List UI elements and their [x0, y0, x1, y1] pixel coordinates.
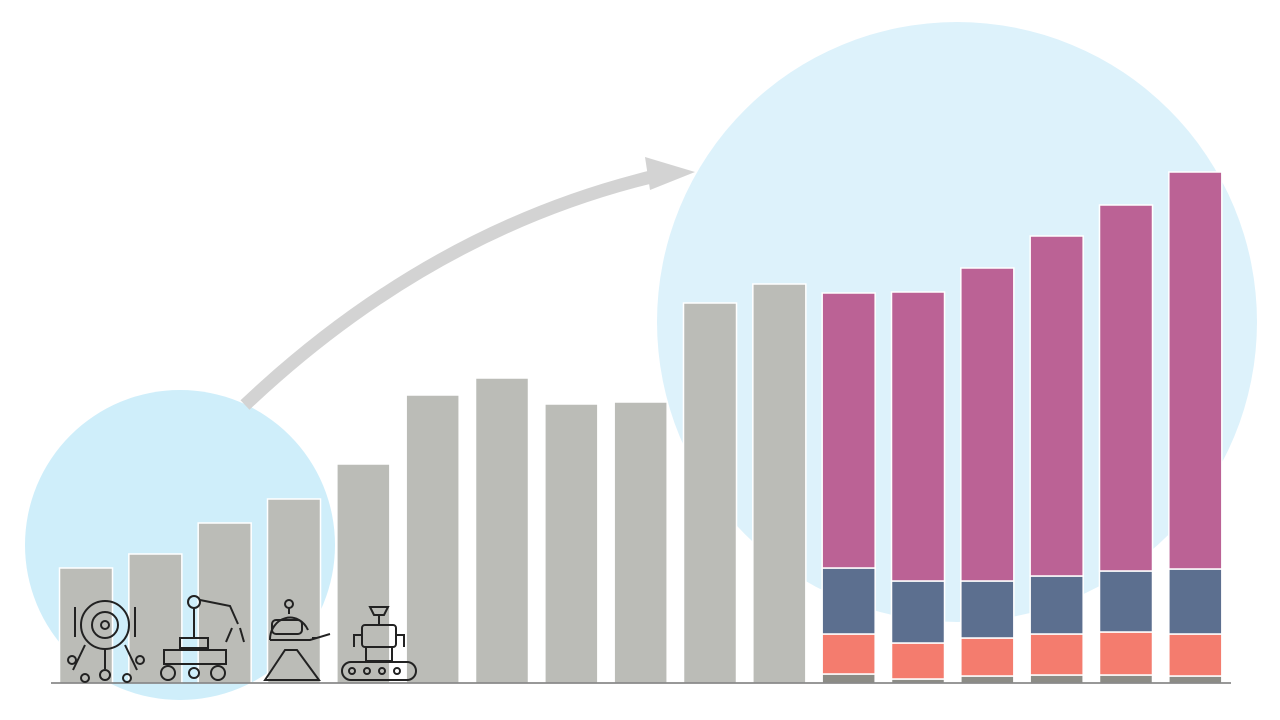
bar-segment — [613, 401, 668, 684]
bar-segment — [58, 567, 114, 684]
bar-segment — [1098, 204, 1154, 572]
bar-segment — [960, 675, 1015, 684]
bar-segment — [1098, 674, 1154, 684]
bar-segment — [405, 394, 460, 684]
bar-segment — [1168, 675, 1223, 684]
bar-segment — [821, 292, 876, 569]
bars — [58, 171, 1223, 684]
bar-segment — [752, 283, 807, 684]
bar-segment — [821, 673, 876, 684]
highlight-circle-large — [657, 22, 1257, 622]
robot-icon — [160, 595, 245, 681]
bar-segment — [1168, 568, 1223, 635]
bar-segment — [1029, 235, 1084, 577]
bar-segment — [890, 642, 946, 680]
bar-segment — [1029, 674, 1084, 684]
bar-segment — [266, 498, 322, 684]
bar-segment — [1168, 171, 1223, 570]
bar-segment — [1029, 575, 1084, 635]
bar-segment — [1168, 633, 1223, 677]
bar-segment — [682, 302, 738, 684]
growth-arrow — [240, 169, 657, 410]
bar-segment — [1098, 570, 1154, 633]
bar-segment — [197, 522, 252, 684]
bar-segment — [960, 580, 1015, 639]
bar-segment — [474, 377, 530, 684]
robot-icon — [263, 599, 331, 681]
robot-icon — [67, 600, 145, 683]
bar-segment — [1098, 631, 1154, 676]
bar-segment — [960, 637, 1015, 677]
robot-icons — [67, 595, 417, 683]
bar-segment — [890, 291, 946, 582]
bar-segment — [890, 580, 946, 644]
robot-icon — [341, 606, 417, 681]
bar-segment — [821, 567, 876, 635]
bar-segment — [336, 463, 391, 684]
bar-segment — [544, 403, 599, 684]
arrow-head — [645, 157, 695, 190]
bar-segment — [960, 267, 1015, 582]
bar-segment — [1029, 633, 1084, 676]
bar-segment — [821, 633, 876, 675]
